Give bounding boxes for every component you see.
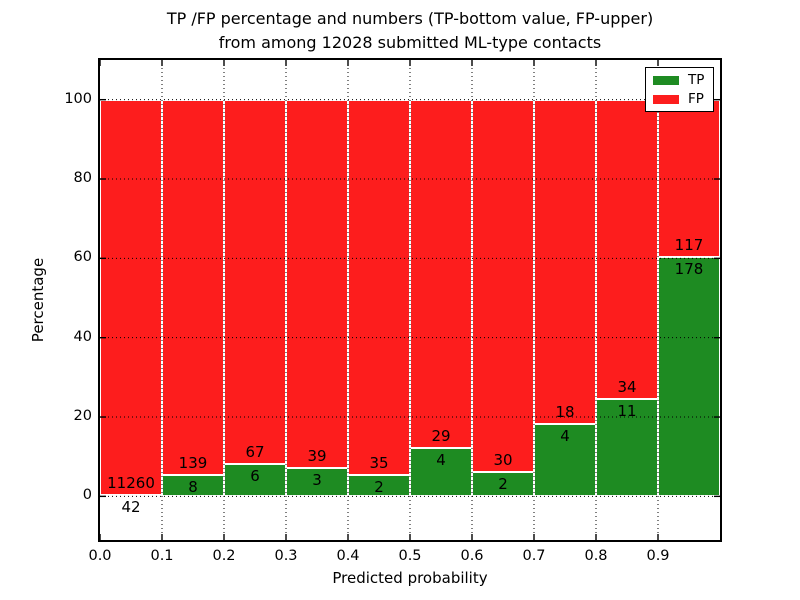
fp-count-label-1: 139 bbox=[178, 453, 208, 472]
legend-label-fp: FP bbox=[688, 91, 704, 107]
tp-count-label-4: 2 bbox=[374, 477, 384, 496]
legend-label-tp: TP bbox=[688, 72, 705, 88]
x-tick-label-6: 0.6 bbox=[460, 548, 484, 564]
bar-segment-fp-4 bbox=[348, 99, 410, 475]
bar-segment-tp-3 bbox=[286, 468, 348, 497]
legend: TP FP bbox=[645, 67, 714, 112]
y-tick-label-5: 100 bbox=[64, 90, 92, 107]
y-tick-label-0: 0 bbox=[82, 487, 92, 504]
bar-segment-fp-1 bbox=[162, 99, 224, 475]
bar-segment-tp-8 bbox=[596, 399, 658, 497]
tp-count-label-9: 178 bbox=[674, 260, 704, 278]
fp-count-label-8: 34 bbox=[617, 378, 637, 397]
gridlines bbox=[100, 60, 720, 540]
bar-segment-fp-6 bbox=[472, 99, 534, 472]
y-tick-label-1: 20 bbox=[73, 408, 92, 425]
y-tick-label-3: 60 bbox=[73, 249, 92, 266]
fp-count-label-0: 11260 bbox=[107, 473, 155, 492]
fp-count-label-2: 67 bbox=[245, 442, 265, 461]
bar-segment-fp-8 bbox=[596, 99, 658, 400]
x-tick-label-7: 0.7 bbox=[522, 548, 546, 564]
chart-title: TP /FP percentage and numbers (TP-bottom… bbox=[90, 7, 730, 55]
bar-segment-fp-5 bbox=[410, 99, 472, 449]
chart-title-line2: from among 12028 submitted ML-type conta… bbox=[218, 33, 602, 52]
fp-count-label-5: 29 bbox=[431, 427, 451, 446]
x-tick-label-0: 0.0 bbox=[88, 548, 112, 564]
tp-count-label-1: 8 bbox=[188, 477, 198, 496]
bar-segment-fp-9 bbox=[658, 99, 720, 257]
chart-title-line1: TP /FP percentage and numbers (TP-bottom… bbox=[166, 9, 654, 28]
x-tick-label-3: 0.3 bbox=[274, 548, 298, 564]
y-tick-label-4: 80 bbox=[73, 170, 92, 186]
fp-count-label-7: 18 bbox=[555, 403, 575, 422]
tp-color-swatch bbox=[653, 75, 679, 85]
tp-count-label-7: 4 bbox=[560, 427, 570, 446]
tp-count-label-3: 3 bbox=[312, 471, 322, 490]
legend-entry-tp: TP bbox=[653, 73, 706, 87]
bar-segment-fp-2 bbox=[224, 99, 286, 464]
x-tick-label-8: 0.8 bbox=[584, 548, 608, 564]
y-axis-label: Percentage bbox=[29, 257, 47, 343]
x-tick-label-2: 0.2 bbox=[212, 548, 236, 564]
plot-area: 11260 42 139 8 67 6 39 3 35 2 29 4 30 2 18 4 34 11 117 178 bbox=[100, 60, 720, 540]
tp-count-label-5: 4 bbox=[436, 451, 446, 470]
fp-count-label-3: 39 bbox=[307, 447, 327, 466]
fp-color-swatch bbox=[653, 94, 679, 104]
bar-segment-fp-3 bbox=[286, 99, 348, 468]
tp-count-label-8: 11 bbox=[617, 402, 637, 421]
x-tick-label-9: 0.9 bbox=[646, 548, 670, 564]
fp-count-label-4: 35 bbox=[369, 453, 389, 472]
x-tick-label-4: 0.4 bbox=[336, 548, 360, 564]
x-tick-label-5: 0.5 bbox=[398, 548, 422, 564]
tp-count-label-2: 6 bbox=[250, 466, 260, 485]
bar-segment-tp-1 bbox=[162, 474, 224, 497]
bar-segment-tp-6 bbox=[472, 471, 534, 497]
fp-count-label-6: 30 bbox=[493, 450, 513, 469]
bar-segment-tp-4 bbox=[348, 474, 410, 497]
tp-count-label-0: 42 bbox=[121, 497, 141, 516]
tp-count-label-6: 2 bbox=[498, 474, 508, 493]
x-axis-label: Predicted probability bbox=[332, 569, 488, 587]
bar-segment-fp-7 bbox=[534, 99, 596, 425]
y-tick-label-2: 40 bbox=[73, 328, 92, 345]
x-tick-label-1: 0.1 bbox=[150, 548, 174, 564]
bar-segment-fp-0 bbox=[100, 99, 162, 495]
legend-entry-fp: FP bbox=[653, 92, 706, 106]
bar-segment-tp-9 bbox=[658, 257, 720, 497]
fp-count-label-9: 117 bbox=[674, 236, 704, 254]
